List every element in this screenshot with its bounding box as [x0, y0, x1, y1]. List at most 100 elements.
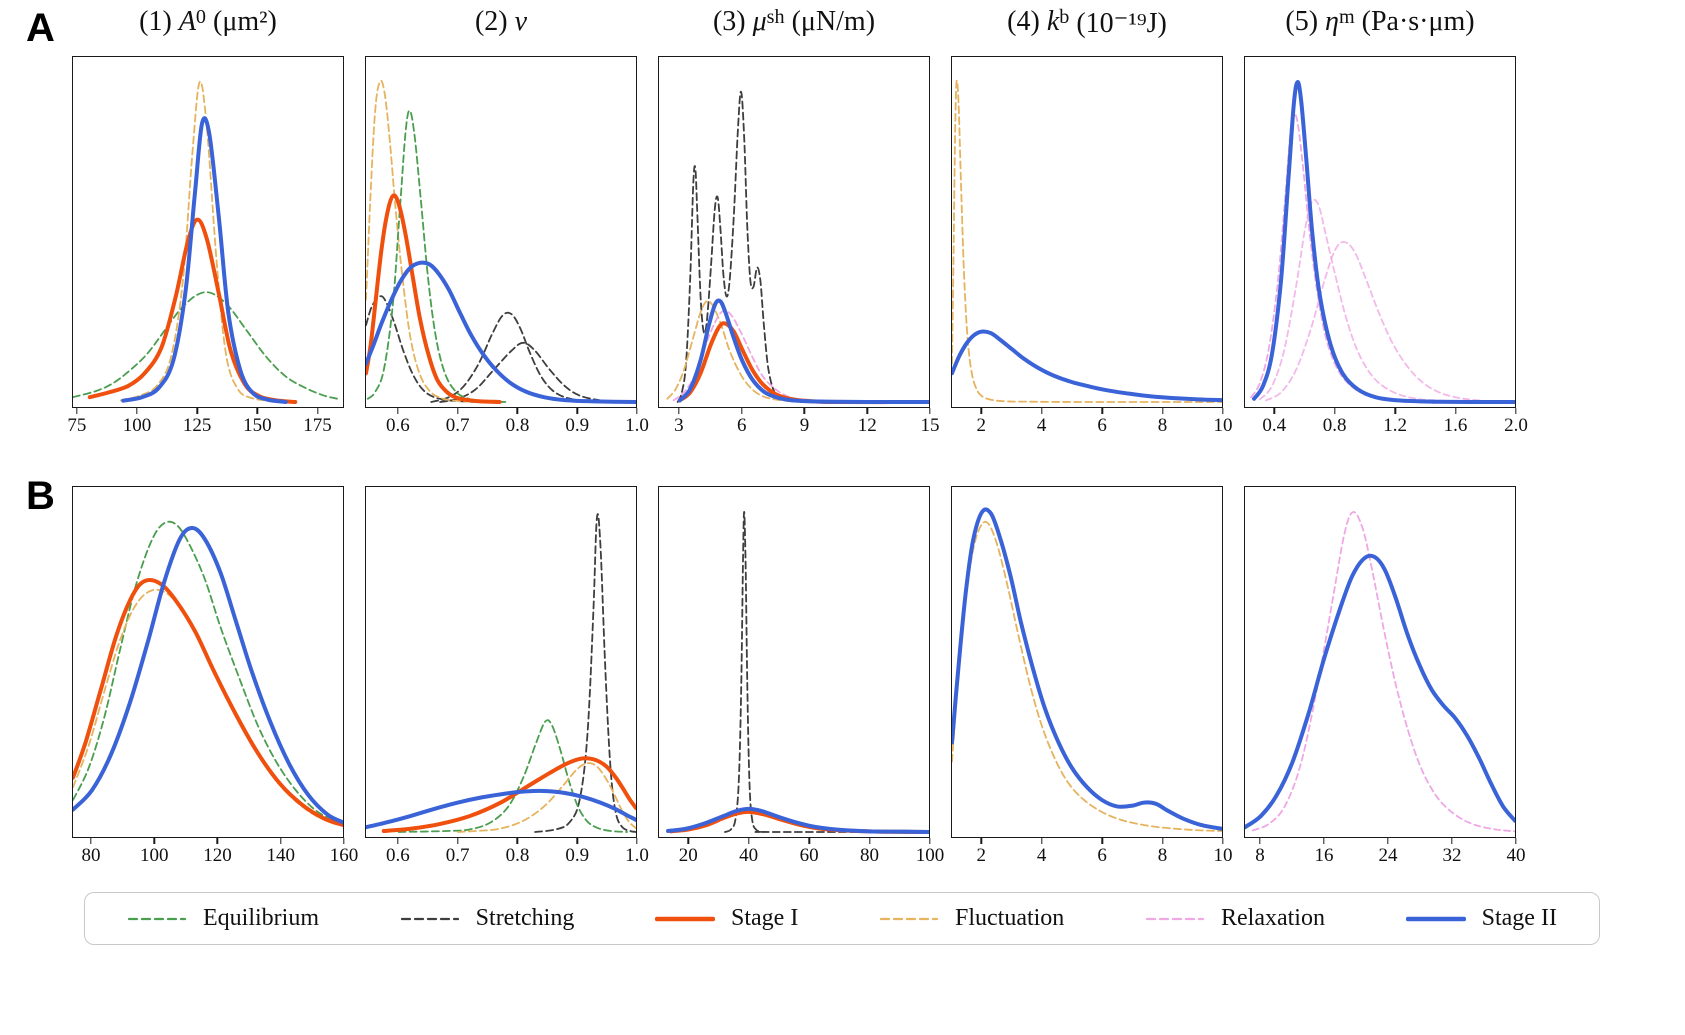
x-tick-mark	[516, 408, 519, 414]
x-tick-mark	[1454, 408, 1457, 414]
panel-a3-plot	[658, 56, 930, 408]
legend-line-sample	[879, 917, 939, 920]
x-tick-label: 100	[139, 845, 169, 866]
panel-b3-plot	[658, 486, 930, 838]
kde-plot-svg	[73, 520, 343, 827]
panel-title-part: 0	[195, 6, 206, 28]
panel-b5-xticks: 8 16 24 32 40	[1244, 838, 1526, 870]
legend-item-stage-i: Stage I	[655, 905, 798, 932]
x-tick-mark	[153, 838, 155, 844]
kde-plot-svg	[666, 90, 929, 405]
x-tick-label: 175	[303, 415, 332, 436]
x-tick-label: 20	[678, 845, 698, 866]
kde-plot-svg	[73, 80, 342, 404]
x-tick-mark	[256, 408, 259, 414]
x-tick-mark	[747, 838, 750, 844]
legend-line-sample	[655, 916, 715, 921]
panel-b1-xticks: 80 100 120 140 160	[72, 838, 358, 870]
x-tick-mark	[576, 838, 578, 844]
curve-stage1	[73, 578, 343, 827]
x-tick-mark	[636, 408, 638, 414]
x-tick-label: 0.8	[1322, 415, 1347, 436]
x-tick-mark	[1387, 838, 1389, 844]
x-tick-label: 0.9	[565, 845, 590, 866]
panel-a2-title: (2) v	[365, 6, 637, 56]
panel-title-part: v	[514, 6, 528, 37]
x-tick-label: 0.8	[505, 845, 530, 866]
x-tick-mark	[1222, 838, 1224, 844]
panel-a2: (2) v 0.6 0.7 0.8 0.9 1.0	[365, 6, 649, 440]
x-tick-mark	[1222, 408, 1224, 414]
curve-stage2	[1252, 80, 1515, 405]
x-tick-mark	[929, 408, 931, 414]
x-tick-label: 4	[1036, 845, 1047, 866]
x-tick-mark	[456, 838, 459, 844]
legend-item-stage-ii: Stage II	[1405, 905, 1557, 932]
legend: Equilibrium Stretching Stage I Fluctuation R…	[84, 892, 1600, 945]
legend-label: Stage II	[1481, 905, 1557, 931]
x-tick-mark	[980, 838, 982, 844]
panel-a2-xticks: 0.6 0.7 0.8 0.9 1.0	[365, 408, 649, 440]
kde-plot-svg	[366, 513, 636, 833]
x-tick-mark	[397, 838, 399, 844]
x-tick-mark	[929, 838, 931, 844]
curve-stage1	[87, 217, 298, 404]
x-tick-mark	[576, 408, 578, 414]
curve-stage2	[952, 507, 1222, 831]
panel-b1-plot	[72, 486, 344, 838]
x-tick-mark	[868, 838, 871, 844]
x-tick-label: 1.0	[625, 845, 649, 866]
x-tick-mark	[1273, 408, 1275, 414]
panel-b3: 20 40 60 80 100	[658, 486, 944, 870]
curve-stage2	[73, 526, 343, 825]
x-tick-mark	[1333, 408, 1336, 414]
x-tick-label: 75	[67, 415, 87, 436]
row-b-panels: 80 100 120 140 160 0.6 0.7 0.8 0.9 1.0 20 40 60 80 1…	[72, 486, 1685, 870]
x-tick-label: 6	[736, 415, 747, 436]
panel-title-part: (1)	[139, 6, 179, 37]
x-tick-label: 60	[799, 845, 819, 866]
x-tick-label: 150	[243, 415, 272, 436]
x-tick-label: 12	[857, 415, 877, 436]
panel-a3-xticks: 3 6 9 12 15	[658, 408, 940, 440]
panel-a2-plot	[365, 56, 637, 408]
panel-b2: 0.6 0.7 0.8 0.9 1.0	[365, 486, 649, 870]
x-tick-mark	[1161, 408, 1164, 414]
panel-a1-plot	[72, 56, 344, 408]
x-tick-mark	[636, 838, 638, 844]
curve-equilibrium	[73, 520, 343, 825]
row-label-a: A	[26, 6, 55, 50]
panel-a5-xticks: 0.4 0.8 1.2 1.6 2.0	[1244, 408, 1528, 440]
curve-fluctuation	[366, 79, 483, 403]
legend-item-stretching: Stretching	[400, 905, 574, 932]
x-tick-label: 9	[799, 415, 810, 436]
x-tick-mark	[343, 838, 345, 844]
x-tick-mark	[136, 408, 138, 414]
x-tick-label: 0.6	[386, 415, 410, 436]
curve-fluctuation	[119, 80, 297, 403]
x-tick-label: 120	[203, 845, 232, 866]
panel-title-part: (4)	[1007, 6, 1047, 37]
legend-item-equilibrium: Equilibrium	[127, 905, 319, 932]
x-tick-mark	[196, 408, 198, 414]
x-tick-mark	[740, 408, 743, 414]
panel-b2-xticks: 0.6 0.7 0.8 0.9 1.0	[365, 838, 649, 870]
x-tick-label: 0.8	[505, 415, 530, 436]
x-tick-mark	[803, 408, 806, 414]
x-tick-label: 0.7	[445, 845, 470, 866]
x-tick-label: 2.0	[1504, 415, 1528, 436]
curve-stage1	[677, 321, 929, 405]
panel-b4-plot	[951, 486, 1223, 838]
panel-b2-plot	[365, 486, 637, 838]
panel-title-part: (10⁻¹⁹J)	[1069, 8, 1167, 39]
panel-title-part: (Pa·s·μm)	[1354, 6, 1475, 37]
x-tick-mark	[1040, 408, 1043, 414]
panel-title-part: A	[178, 6, 196, 37]
x-tick-label: 0.9	[565, 415, 590, 436]
